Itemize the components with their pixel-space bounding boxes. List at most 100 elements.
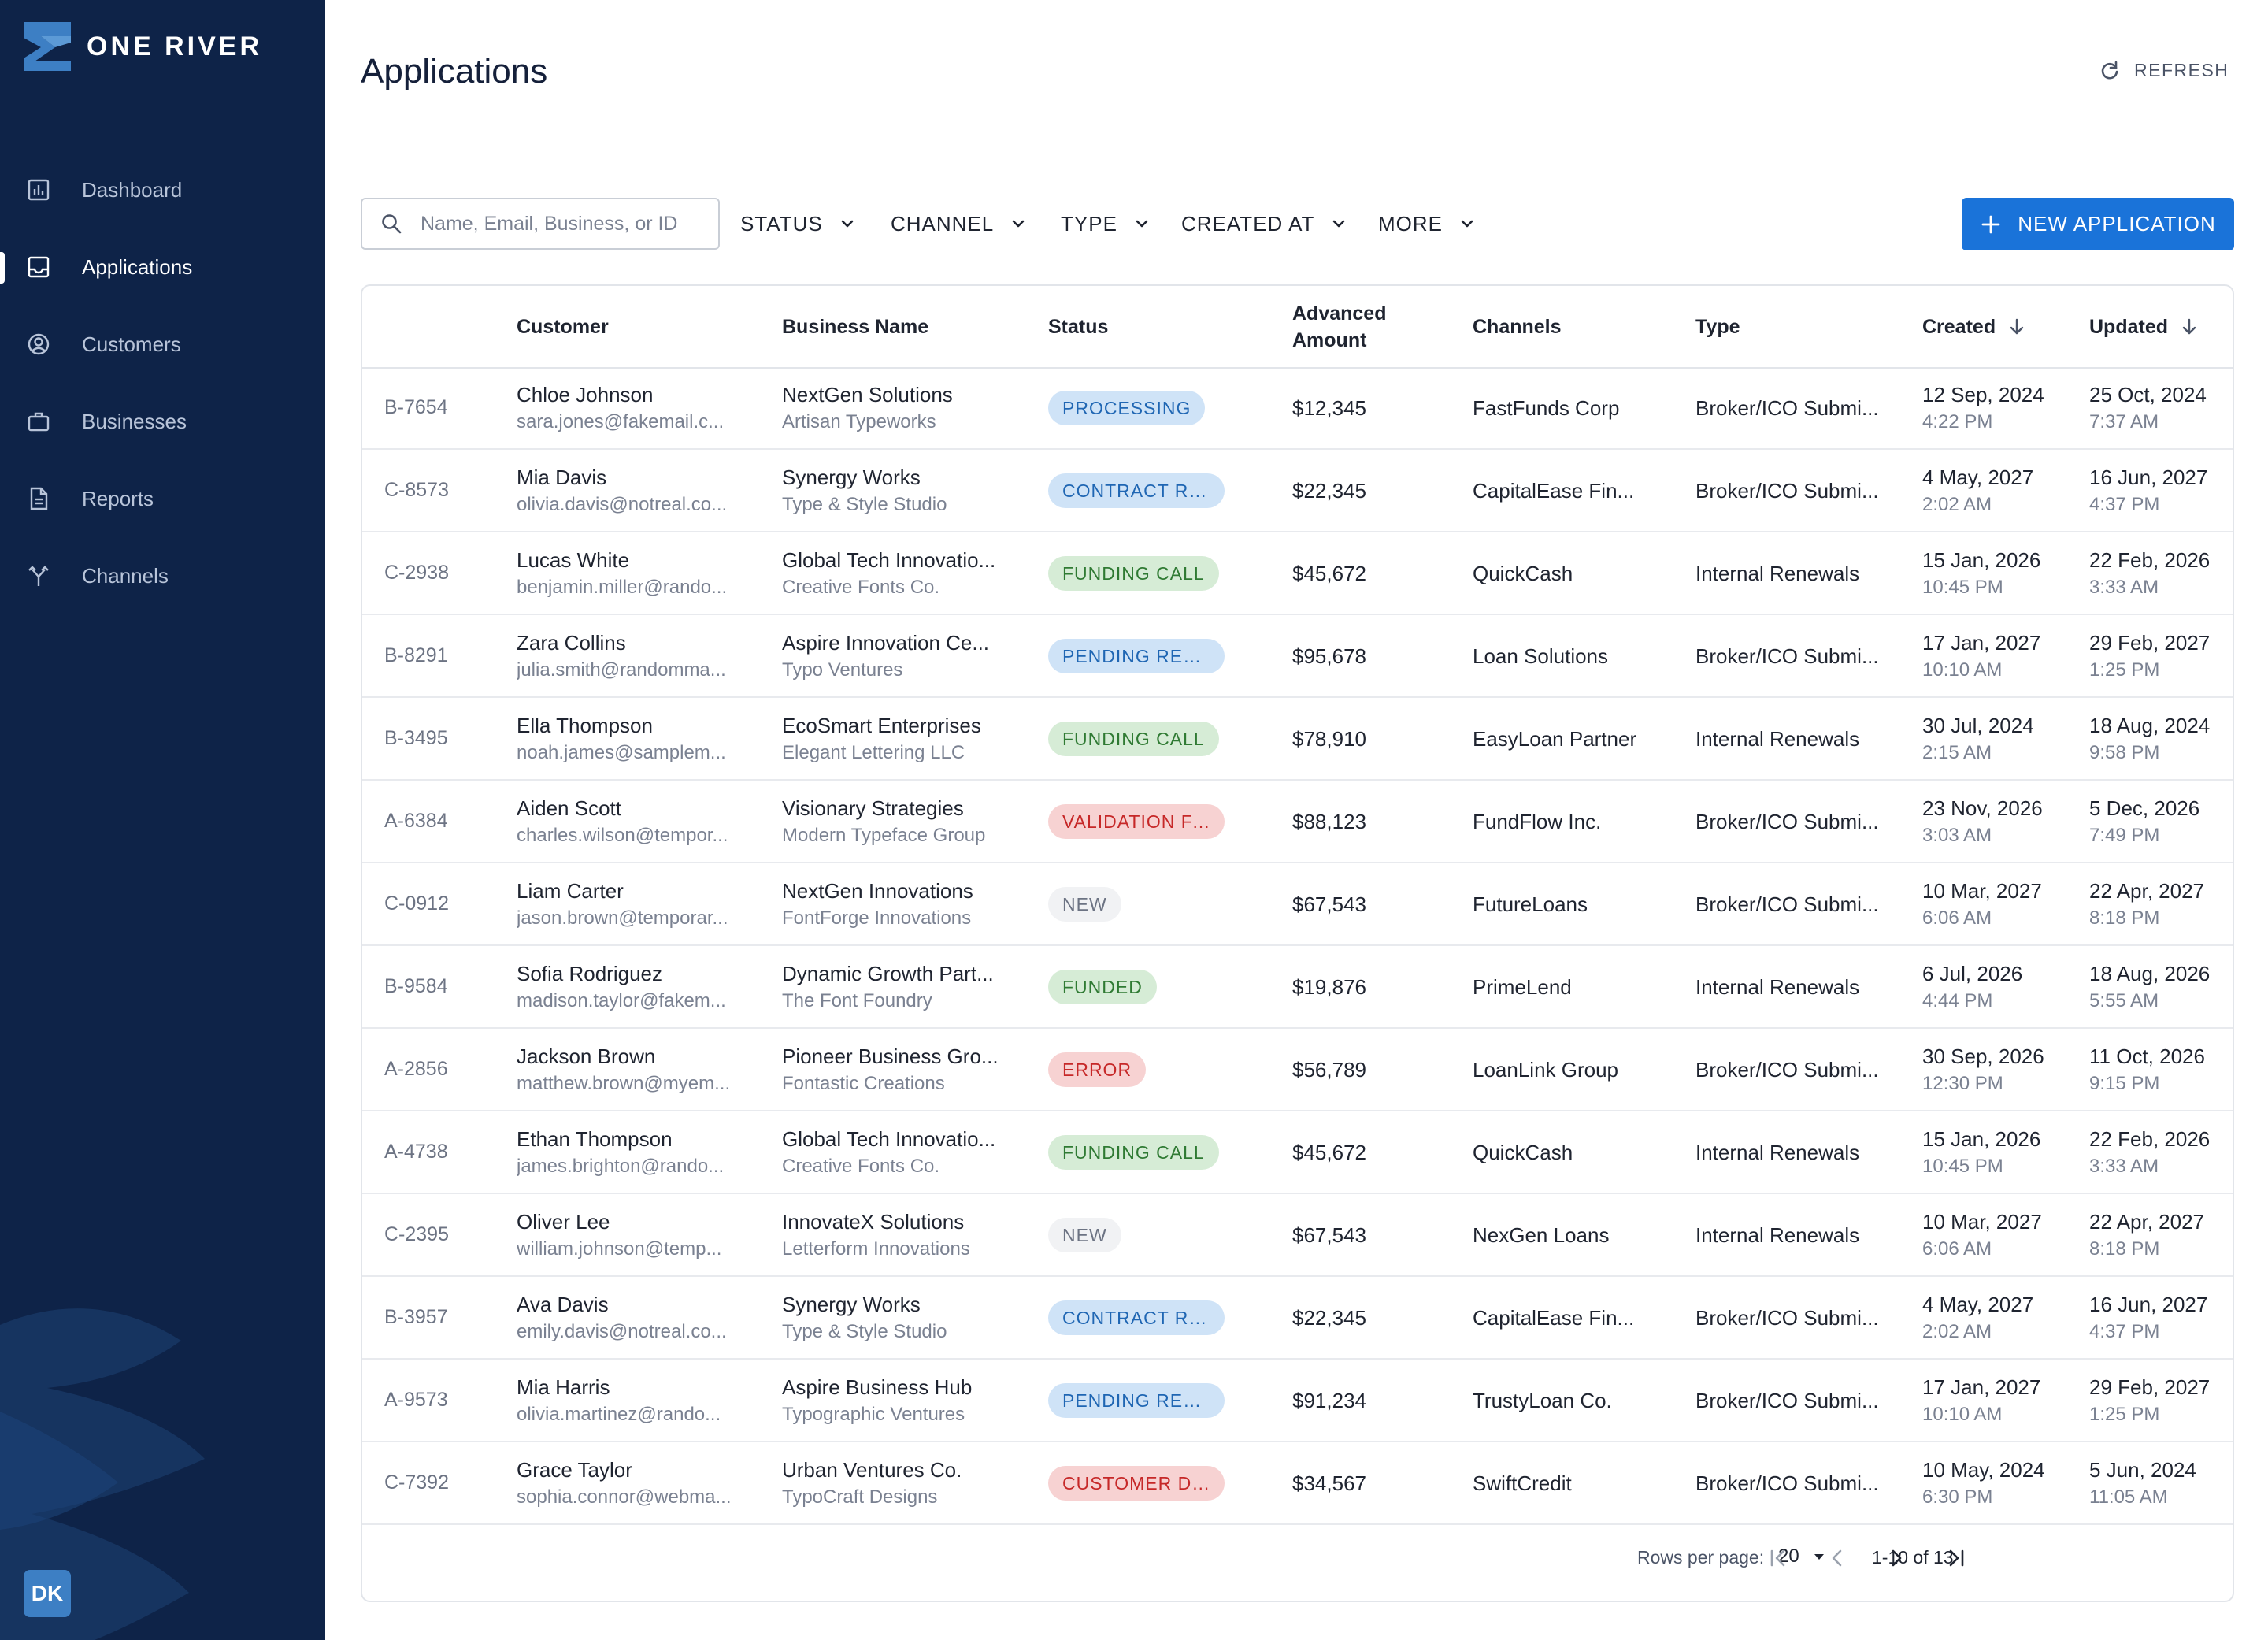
sidebar-item-customers[interactable]: Customers xyxy=(0,306,325,383)
table-row[interactable]: C-7392 Grace Taylor sophia.connor@webma...… xyxy=(362,1442,2233,1525)
sidebar-item-reports[interactable]: Reports xyxy=(0,460,325,537)
table-row[interactable]: C-2938 Lucas White benjamin.miller@rando..… xyxy=(362,532,2233,615)
business-name[interactable]: Dynamic Growth Part... xyxy=(782,961,994,985)
brand[interactable]: ONE RIVER xyxy=(24,22,262,71)
customer-name[interactable]: Aiden Scott xyxy=(517,796,621,820)
customer-name[interactable]: Ethan Thompson xyxy=(517,1126,673,1151)
rows-per-page-select[interactable]: 20 xyxy=(1778,1545,1828,1568)
customer-name[interactable]: Sofia Rodriguez xyxy=(517,961,662,985)
application-id: B-7654 xyxy=(384,396,448,418)
business-name[interactable]: NextGen Solutions xyxy=(782,382,953,406)
business-dba: Type & Style Studio xyxy=(782,493,947,515)
first-page-button[interactable] xyxy=(1762,1542,1794,1574)
business-name[interactable]: InnovateX Solutions xyxy=(782,1209,965,1234)
business-name[interactable]: NextGen Innovations xyxy=(782,878,973,903)
column-header-customer[interactable]: Customer xyxy=(517,286,609,367)
column-header-status[interactable]: Status xyxy=(1048,286,1108,367)
last-page-button[interactable] xyxy=(1940,1542,1972,1574)
customer-cell: Ella Thompson noah.james@samplem... xyxy=(517,698,745,779)
advanced-amount: $67,543 xyxy=(1292,892,1366,916)
table-row[interactable]: C-8573 Mia Davis olivia.davis@notreal.co..… xyxy=(362,450,2233,532)
customer-name[interactable]: Liam Carter xyxy=(517,878,624,903)
table-row[interactable]: A-4738 Ethan Thompson james.brighton@rando… xyxy=(362,1111,2233,1194)
customer-name[interactable]: Chloe Johnson xyxy=(517,382,654,406)
updated-date: 5 Dec, 2026 xyxy=(2089,796,2200,820)
customer-name[interactable]: Zara Collins xyxy=(517,630,626,655)
updated-cell: 5 Jun, 2024 11:05 AM xyxy=(2089,1442,2196,1523)
customer-name[interactable]: Mia Davis xyxy=(517,465,607,489)
column-header-channels[interactable]: Channels xyxy=(1473,286,1562,367)
business-name[interactable]: Synergy Works xyxy=(782,1292,921,1316)
table-row[interactable]: A-6384 Aiden Scott charles.wilson@tempor..… xyxy=(362,781,2233,863)
sort-down-arrow-icon xyxy=(2010,318,2024,334)
customer-name[interactable]: Ella Thompson xyxy=(517,713,653,737)
updated-time: 3:33 AM xyxy=(2089,576,2159,598)
business-name[interactable]: Global Tech Innovatio... xyxy=(782,547,996,572)
search-input[interactable] xyxy=(419,211,706,236)
new-application-button[interactable]: NEW APPLICATION xyxy=(1962,198,2234,250)
application-type: Broker/ICO Submi... xyxy=(1695,478,1879,503)
status-badge: ERROR xyxy=(1048,1052,1147,1087)
created-date: 6 Jul, 2026 xyxy=(1922,961,2023,985)
business-name[interactable]: Aspire Innovation Ce... xyxy=(782,630,990,655)
sidebar-item-label: Channels xyxy=(82,563,169,588)
business-name[interactable]: Synergy Works xyxy=(782,465,921,489)
refresh-icon xyxy=(2101,61,2118,80)
next-page-button[interactable] xyxy=(1881,1542,1912,1574)
business-name[interactable]: Urban Ventures Co. xyxy=(782,1457,962,1482)
table-row[interactable]: C-0912 Liam Carter jason.brown@temporar...… xyxy=(362,863,2233,946)
table-row[interactable]: A-9573 Mia Harris olivia.martinez@rando...… xyxy=(362,1360,2233,1442)
status-badge: FUNDING CALL xyxy=(1048,555,1219,591)
channel-filter-dropdown[interactable]: CHANNEL xyxy=(891,206,1028,241)
status-cell: NEW xyxy=(1048,863,1121,944)
business-cell: InnovateX Solutions Letterform Innovation… xyxy=(782,1194,1010,1275)
created-cell: 10 May, 2024 6:30 PM xyxy=(1922,1442,2045,1523)
sidebar-item-businesses[interactable]: Businesses xyxy=(0,383,325,460)
business-name[interactable]: EcoSmart Enterprises xyxy=(782,713,981,737)
column-header-advanced-amount[interactable]: Advanced Amount xyxy=(1292,286,1386,367)
sidebar-item-dashboard[interactable]: Dashboard xyxy=(0,151,325,228)
sidebar-item-applications[interactable]: Applications xyxy=(0,228,325,306)
table-row[interactable]: B-8291 Zara Collins julia.smith@randomma..… xyxy=(362,615,2233,698)
column-header-created[interactable]: Created xyxy=(1922,286,2027,367)
customer-name[interactable]: Jackson Brown xyxy=(517,1044,656,1068)
business-name[interactable]: Global Tech Innovatio... xyxy=(782,1126,996,1151)
search-field[interactable] xyxy=(361,198,720,250)
customer-name[interactable]: Grace Taylor xyxy=(517,1457,632,1482)
updated-cell: 22 Feb, 2026 3:33 AM xyxy=(2089,532,2210,614)
application-id: C-8573 xyxy=(384,479,449,501)
created-cell: 30 Sep, 2026 12:30 PM xyxy=(1922,1029,2044,1110)
column-header-type[interactable]: Type xyxy=(1695,286,1740,367)
avatar[interactable]: DK xyxy=(24,1570,71,1617)
column-header-updated[interactable]: Updated xyxy=(2089,286,2199,367)
type-filter-dropdown[interactable]: TYPE xyxy=(1061,206,1152,241)
table-row[interactable]: C-2395 Oliver Lee william.johnson@temp... I… xyxy=(362,1194,2233,1277)
business-name[interactable]: Pioneer Business Gro... xyxy=(782,1044,999,1068)
table-row[interactable]: B-3957 Ava Davis emily.davis@notreal.co...… xyxy=(362,1277,2233,1360)
amount-cell: $45,672 xyxy=(1292,1111,1366,1193)
business-name[interactable]: Visionary Strategies xyxy=(782,796,964,820)
created-at-filter-dropdown[interactable]: CREATED AT xyxy=(1181,206,1349,241)
sidebar-item-channels[interactable]: Channels xyxy=(0,537,325,614)
refresh-button[interactable]: REFRESH xyxy=(2098,58,2229,82)
created-time: 2:02 AM xyxy=(1922,1320,1992,1342)
table-row[interactable]: B-9584 Sofia Rodriguez madison.taylor@fake… xyxy=(362,946,2233,1029)
customer-name[interactable]: Ava Davis xyxy=(517,1292,609,1316)
application-type: Internal Renewals xyxy=(1695,1140,1860,1164)
table-row[interactable]: B-7654 Chloe Johnson sara.jones@fakemail.c… xyxy=(362,367,2233,450)
table-row[interactable]: B-3495 Ella Thompson noah.james@samplem...… xyxy=(362,698,2233,781)
filter-label: TYPE xyxy=(1061,211,1117,236)
more-filter-dropdown[interactable]: MORE xyxy=(1378,206,1477,241)
column-header-business-name[interactable]: Business Name xyxy=(782,286,928,367)
table-row[interactable]: A-2856 Jackson Brown matthew.brown@myem...… xyxy=(362,1029,2233,1111)
business-dba: TypoCraft Designs xyxy=(782,1486,938,1508)
status-filter-dropdown[interactable]: STATUS xyxy=(740,206,858,241)
customer-name[interactable]: Mia Harris xyxy=(517,1375,610,1399)
business-cell: Synergy Works Type & Style Studio xyxy=(782,450,1010,531)
amount-cell: $78,910 xyxy=(1292,698,1366,779)
customer-name[interactable]: Lucas White xyxy=(517,547,630,572)
previous-page-button[interactable] xyxy=(1821,1542,1853,1574)
business-name[interactable]: Aspire Business Hub xyxy=(782,1375,973,1399)
updated-date: 22 Apr, 2027 xyxy=(2089,1209,2205,1234)
customer-name[interactable]: Oliver Lee xyxy=(517,1209,610,1234)
